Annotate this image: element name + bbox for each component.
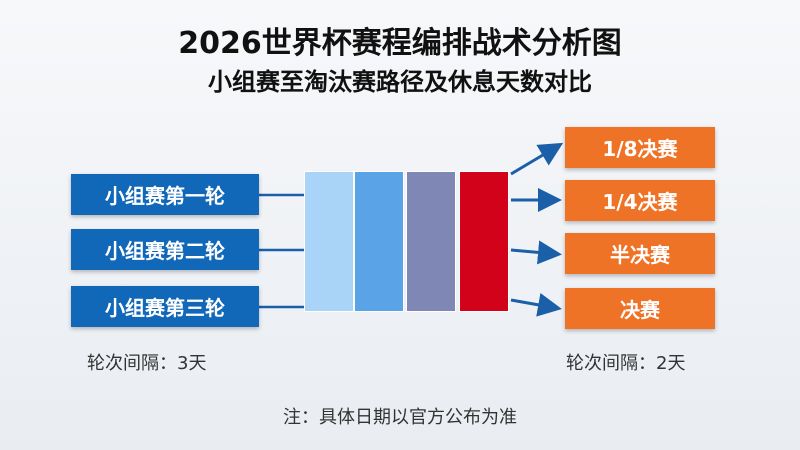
transition-bar-3 (406, 171, 456, 312)
knockout-r16-box: 1/8决赛 (565, 127, 715, 168)
group-round-1-box: 小组赛第一轮 (71, 174, 259, 215)
group-round-3-box: 小组赛第三轮 (71, 286, 259, 327)
knockout-final-box: 决赛 (565, 288, 715, 329)
group-round-2-box: 小组赛第二轮 (71, 229, 259, 270)
transition-bar-4 (459, 171, 509, 312)
transition-bar-1 (304, 171, 354, 312)
footnote: 注：具体日期以官方公布为准 (283, 407, 517, 428)
chart-subtitle: 小组赛至淘汰赛路径及休息天数对比 (208, 68, 592, 96)
arrow-to-final (510, 293, 562, 317)
transition-bar-2 (354, 171, 404, 312)
chart-title: 2026世界杯赛程编排战术分析图 (178, 26, 622, 61)
knockout-interval-note: 轮次间隔：2天 (566, 353, 686, 374)
arrow-to-r16 (510, 142, 564, 176)
arrow-to-sf (510, 240, 562, 265)
knockout-sf-box: 半决赛 (565, 233, 715, 274)
group-interval-note: 轮次间隔：3天 (87, 353, 207, 374)
knockout-qf-box: 1/4决赛 (565, 180, 715, 221)
